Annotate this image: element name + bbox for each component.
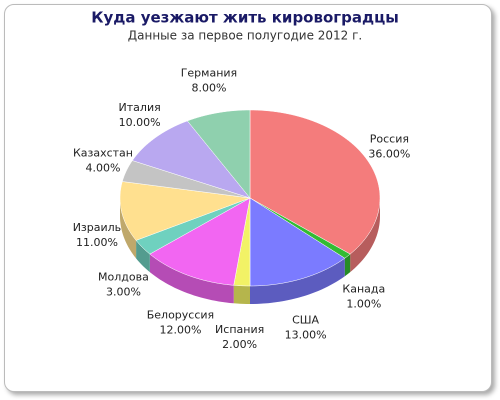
slice-side (250, 258, 345, 304)
slice (135, 197, 251, 255)
slice-label: Германия (181, 66, 237, 79)
slice-value-label: 2.00% (222, 338, 257, 351)
slice-side (344, 254, 351, 277)
slice-value-label: 3.00% (106, 285, 141, 298)
slice (131, 120, 251, 199)
slice-side (149, 254, 234, 304)
slice (186, 109, 251, 199)
chart-title: Куда уезжают жить кировоградцы (91, 9, 399, 27)
slice-side-shade (136, 240, 150, 273)
slice (119, 181, 251, 241)
slice-value-label: 13.00% (285, 328, 327, 341)
slice-label: Канада (342, 282, 385, 295)
slice-value-label: 8.00% (191, 81, 226, 94)
slice-side-shade (344, 254, 351, 277)
slice-value-label: 11.00% (76, 236, 118, 249)
slice-side (233, 285, 250, 304)
slice-side-shade (350, 198, 380, 273)
slice-label: Белоруссия (147, 308, 214, 321)
slice-value-label: 1.00% (346, 297, 381, 310)
slice-label: Италия (119, 101, 161, 114)
slice-side (136, 240, 150, 273)
slice-side-shade (250, 258, 345, 304)
slice-value-label: 12.00% (159, 323, 201, 336)
slice-side-shade (149, 254, 234, 304)
slice-label: Россия (370, 132, 409, 145)
slice-side (350, 198, 380, 273)
slice-value-label: 10.00% (119, 116, 161, 129)
slice (249, 197, 346, 287)
slice (149, 197, 251, 286)
slice-value-label: 36.00% (368, 147, 410, 160)
slice-label: Казахстан (73, 146, 133, 159)
slice-label: Израиль (73, 221, 121, 234)
slice-side (120, 198, 137, 259)
slice-label: США (292, 313, 319, 326)
slice-value-label: 4.00% (86, 161, 121, 174)
slice-side-shade (120, 198, 137, 259)
slice (121, 160, 251, 199)
slice (249, 109, 381, 255)
slice-label: Молдова (98, 270, 149, 283)
chart-subtitle: Данные за первое полугодие 2012 г. (128, 29, 362, 43)
slice-label: Испания (215, 323, 264, 336)
slice-side-shade (233, 285, 250, 304)
